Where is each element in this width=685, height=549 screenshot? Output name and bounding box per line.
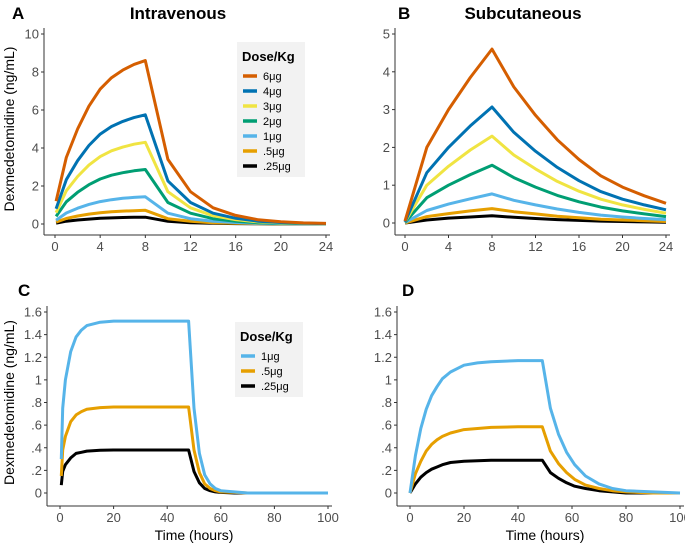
y-tick-label: 1 xyxy=(385,372,392,387)
y-axis-label: Dexmedetomidine (ng/mL) xyxy=(1,320,17,485)
y-tick-label: 10 xyxy=(25,27,39,42)
legend-title: Dose/Kg xyxy=(240,329,293,344)
panel-letter: A xyxy=(12,4,24,23)
x-tick-label: 4 xyxy=(445,239,452,254)
y-tick-label: 0 xyxy=(385,486,392,501)
x-tick-label: 80 xyxy=(619,510,633,525)
legend-item-label: .25μg xyxy=(261,381,289,393)
y-tick-label: .2 xyxy=(31,463,42,478)
y-tick-label: 0 xyxy=(383,216,390,231)
legend-item-label: 3μg xyxy=(263,101,282,113)
x-tick-label: 8 xyxy=(488,239,495,254)
panel-letter: C xyxy=(18,281,30,300)
x-tick-label: 12 xyxy=(183,239,197,254)
y-tick-label: 1 xyxy=(35,372,42,387)
legend-box xyxy=(237,42,305,177)
x-tick-label: 100 xyxy=(669,510,685,525)
x-tick-label: 60 xyxy=(214,510,228,525)
y-tick-label: 8 xyxy=(32,65,39,80)
x-tick-label: 20 xyxy=(106,510,120,525)
y-tick-label: 4 xyxy=(32,141,39,156)
x-axis-label: Time (hours) xyxy=(155,527,234,543)
x-tick-label: 16 xyxy=(572,239,586,254)
legend-item-label: 1μg xyxy=(263,131,282,143)
legend-item-label: .5μg xyxy=(263,146,285,158)
y-tick-label: 4 xyxy=(383,64,390,79)
y-tick-label: 1.2 xyxy=(24,350,42,365)
series-line-3g xyxy=(403,134,667,223)
legend-item-label: .5μg xyxy=(261,366,283,378)
legend-item-label: 2μg xyxy=(263,116,282,128)
panel-c: C 0 .2 .4 .6 .8 1 1.2 1.4 1.6 0 20 40 60 80 100 Dexmedet… xyxy=(1,281,339,543)
y-tick-label: 0 xyxy=(32,217,39,232)
legend-item-label: 6μg xyxy=(263,71,282,83)
x-tick-label: 80 xyxy=(267,510,281,525)
x-tick-label: 40 xyxy=(160,510,174,525)
legend-item-label: 4μg xyxy=(263,86,282,98)
x-tick-label: 0 xyxy=(401,239,408,254)
x-tick-label: 60 xyxy=(565,510,579,525)
series-line-5g xyxy=(404,207,667,225)
y-tick-label: 1.4 xyxy=(24,327,42,342)
series-line-1g xyxy=(59,319,328,495)
y-tick-label: .6 xyxy=(31,418,42,433)
x-tick-label: 20 xyxy=(457,510,471,525)
series-line-1g xyxy=(404,192,667,224)
y-tick-label: .2 xyxy=(381,463,392,478)
y-tick-label: .4 xyxy=(31,440,42,455)
x-tick-label: 0 xyxy=(406,510,413,525)
legend-item-label: .25μg xyxy=(263,161,291,173)
x-tick-label: 0 xyxy=(51,239,58,254)
panel-letter: D xyxy=(402,281,414,300)
x-tick-label: 20 xyxy=(615,239,629,254)
y-tick-label: 2 xyxy=(32,179,39,194)
x-tick-label: 16 xyxy=(228,239,242,254)
y-tick-label: .6 xyxy=(381,418,392,433)
y-tick-label: 1.2 xyxy=(374,350,392,365)
series-line-4g xyxy=(403,105,667,223)
y-tick-label: .8 xyxy=(381,395,392,410)
y-tick-label: 0 xyxy=(35,486,42,501)
x-tick-label: 24 xyxy=(319,239,333,254)
y-tick-label: 5 xyxy=(383,27,390,42)
y-tick-label: 6 xyxy=(32,103,39,118)
x-tick-label: 20 xyxy=(274,239,288,254)
y-tick-label: 1.6 xyxy=(24,305,42,320)
x-tick-label: 8 xyxy=(142,239,149,254)
series-line-25g xyxy=(408,458,680,495)
series-line-2g xyxy=(54,168,327,226)
y-axis-label: Dexmedetomidine (ng/mL) xyxy=(1,47,17,212)
x-tick-label: 0 xyxy=(56,510,63,525)
y-tick-label: .4 xyxy=(381,440,392,455)
y-tick-label: 1.6 xyxy=(374,305,392,320)
series-line-2g xyxy=(403,163,667,224)
panel-letter: B xyxy=(398,4,410,23)
legend-item-label: 1μg xyxy=(261,351,280,363)
panel-d: D 0 .2 .4 .6 .8 1 1.2 1.4 1.6 0 20 40 60 80 100 Time (ho… xyxy=(374,281,685,543)
x-tick-label: 100 xyxy=(317,510,339,525)
legend-title: Dose/Kg xyxy=(242,49,295,64)
y-tick-label: 1 xyxy=(383,178,390,193)
panel-title: Subcutaneous xyxy=(464,4,581,23)
series-line-1g xyxy=(408,359,681,495)
y-tick-label: 1.4 xyxy=(374,327,392,342)
panel-title: Intravenous xyxy=(130,4,226,23)
y-tick-label: 3 xyxy=(383,102,390,117)
x-tick-label: 24 xyxy=(659,239,673,254)
series-line-6g xyxy=(403,47,667,222)
series-line-5g xyxy=(408,425,680,495)
x-axis-label: Time (hours) xyxy=(506,527,585,543)
y-tick-label: .8 xyxy=(31,395,42,410)
series-line-6g xyxy=(54,59,327,225)
x-tick-label: 4 xyxy=(97,239,104,254)
y-tick-label: 2 xyxy=(383,140,390,155)
x-tick-label: 40 xyxy=(511,510,525,525)
x-tick-label: 12 xyxy=(528,239,542,254)
